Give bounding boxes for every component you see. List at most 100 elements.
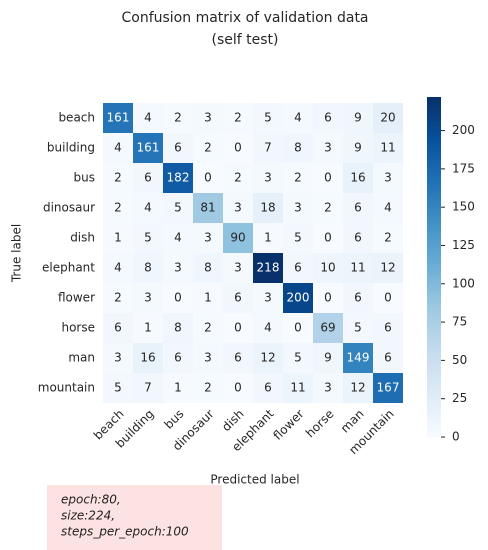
heatmap-cell bbox=[343, 253, 373, 283]
cell-value: 3 bbox=[264, 291, 272, 305]
heatmap-cell bbox=[193, 163, 223, 193]
heatmap-cell bbox=[373, 313, 403, 343]
heatmap-cell bbox=[223, 313, 253, 343]
heatmap-cell bbox=[283, 103, 313, 133]
cell-value: 6 bbox=[354, 231, 362, 245]
heatmap-cell bbox=[163, 313, 193, 343]
heatmap-cell bbox=[223, 103, 253, 133]
cell-value: 0 bbox=[174, 291, 182, 305]
heatmap-cell bbox=[223, 283, 253, 313]
cell-value: 8 bbox=[204, 261, 212, 275]
annotation-line: epoch:80, bbox=[61, 493, 121, 507]
cell-value: 20 bbox=[380, 111, 395, 125]
cell-value: 1 bbox=[204, 291, 212, 305]
cell-value: 182 bbox=[167, 171, 190, 185]
heatmap-cell bbox=[313, 133, 343, 163]
cell-value: 1 bbox=[144, 321, 152, 335]
heatmap-cell bbox=[343, 163, 373, 193]
heatmap-cell bbox=[133, 253, 163, 283]
cell-value: 5 bbox=[174, 201, 182, 215]
annotation-box bbox=[47, 485, 222, 550]
cell-value: 11 bbox=[350, 261, 365, 275]
heatmap-cell bbox=[343, 223, 373, 253]
heatmap-cell bbox=[193, 373, 223, 403]
annotation-line: size:224, bbox=[61, 509, 115, 523]
cell-value: 6 bbox=[234, 351, 242, 365]
y-tick-label: man bbox=[68, 351, 95, 365]
heatmap-cell bbox=[283, 133, 313, 163]
cell-value: 3 bbox=[144, 291, 152, 305]
heatmap-cell bbox=[223, 373, 253, 403]
x-tick-label: horse bbox=[303, 407, 337, 441]
heatmap-cell bbox=[253, 133, 283, 163]
cell-value: 16 bbox=[350, 171, 365, 185]
heatmap-cell bbox=[253, 103, 283, 133]
cell-value: 149 bbox=[347, 351, 370, 365]
x-tick-label: flower bbox=[271, 407, 307, 443]
heatmap-cell bbox=[103, 373, 133, 403]
cell-value: 2 bbox=[384, 231, 392, 245]
cell-value: 6 bbox=[234, 291, 242, 305]
heatmap-cell bbox=[313, 283, 343, 313]
cell-value: 4 bbox=[144, 201, 152, 215]
heatmap-cell bbox=[103, 283, 133, 313]
y-tick-label: dish bbox=[70, 231, 95, 245]
cell-value: 4 bbox=[174, 231, 182, 245]
cell-value: 1 bbox=[264, 231, 272, 245]
cell-value: 2 bbox=[114, 201, 122, 215]
heatmap-cell bbox=[373, 103, 403, 133]
heatmap-cell bbox=[283, 223, 313, 253]
cell-value: 4 bbox=[114, 141, 122, 155]
cell-value: 8 bbox=[144, 261, 152, 275]
cell-value: 7 bbox=[264, 141, 272, 155]
heatmap-cell bbox=[163, 253, 193, 283]
heatmap-cell bbox=[313, 373, 343, 403]
cell-value: 1 bbox=[174, 381, 182, 395]
cell-value: 12 bbox=[380, 261, 395, 275]
cell-value: 6 bbox=[174, 351, 182, 365]
cell-value: 0 bbox=[384, 291, 392, 305]
cell-value: 2 bbox=[204, 141, 212, 155]
heatmap-cell bbox=[103, 313, 133, 343]
cell-value: 7 bbox=[144, 381, 152, 395]
cell-value: 0 bbox=[324, 231, 332, 245]
heatmap-cell bbox=[223, 223, 253, 253]
cell-value: 0 bbox=[234, 141, 242, 155]
heatmap-cell bbox=[133, 373, 163, 403]
cell-value: 6 bbox=[354, 201, 362, 215]
heatmap-cell bbox=[253, 343, 283, 373]
cell-value: 6 bbox=[324, 111, 332, 125]
colorbar-tick-label: 175 bbox=[452, 161, 475, 175]
heatmap-cell bbox=[313, 313, 343, 343]
cell-value: 3 bbox=[234, 261, 242, 275]
cell-value: 3 bbox=[204, 111, 212, 125]
cell-value: 4 bbox=[384, 201, 392, 215]
chart-subtitle: (self test) bbox=[212, 32, 279, 48]
heatmap-cell bbox=[343, 313, 373, 343]
heatmap-cell bbox=[373, 133, 403, 163]
cell-value: 3 bbox=[204, 231, 212, 245]
heatmap-cell bbox=[373, 373, 403, 403]
heatmap-cell bbox=[283, 163, 313, 193]
cell-value: 0 bbox=[234, 381, 242, 395]
colorbar-tick-label: 75 bbox=[452, 315, 467, 329]
heatmap-cell bbox=[133, 313, 163, 343]
cell-value: 10 bbox=[320, 261, 335, 275]
heatmap-cell bbox=[103, 103, 133, 133]
cell-value: 18 bbox=[260, 201, 275, 215]
y-tick-label: horse bbox=[61, 321, 95, 335]
heatmap-cell bbox=[193, 283, 223, 313]
heatmap-cell bbox=[343, 133, 373, 163]
heatmap-cell bbox=[343, 103, 373, 133]
cell-value: 3 bbox=[324, 141, 332, 155]
cell-value: 6 bbox=[264, 381, 272, 395]
heatmap-cell bbox=[133, 193, 163, 223]
cell-value: 3 bbox=[234, 201, 242, 215]
cell-value: 4 bbox=[144, 111, 152, 125]
heatmap-cell bbox=[373, 283, 403, 313]
cell-value: 4 bbox=[114, 261, 122, 275]
cell-value: 12 bbox=[350, 381, 365, 395]
cell-value: 1 bbox=[114, 231, 122, 245]
cell-value: 9 bbox=[324, 351, 332, 365]
